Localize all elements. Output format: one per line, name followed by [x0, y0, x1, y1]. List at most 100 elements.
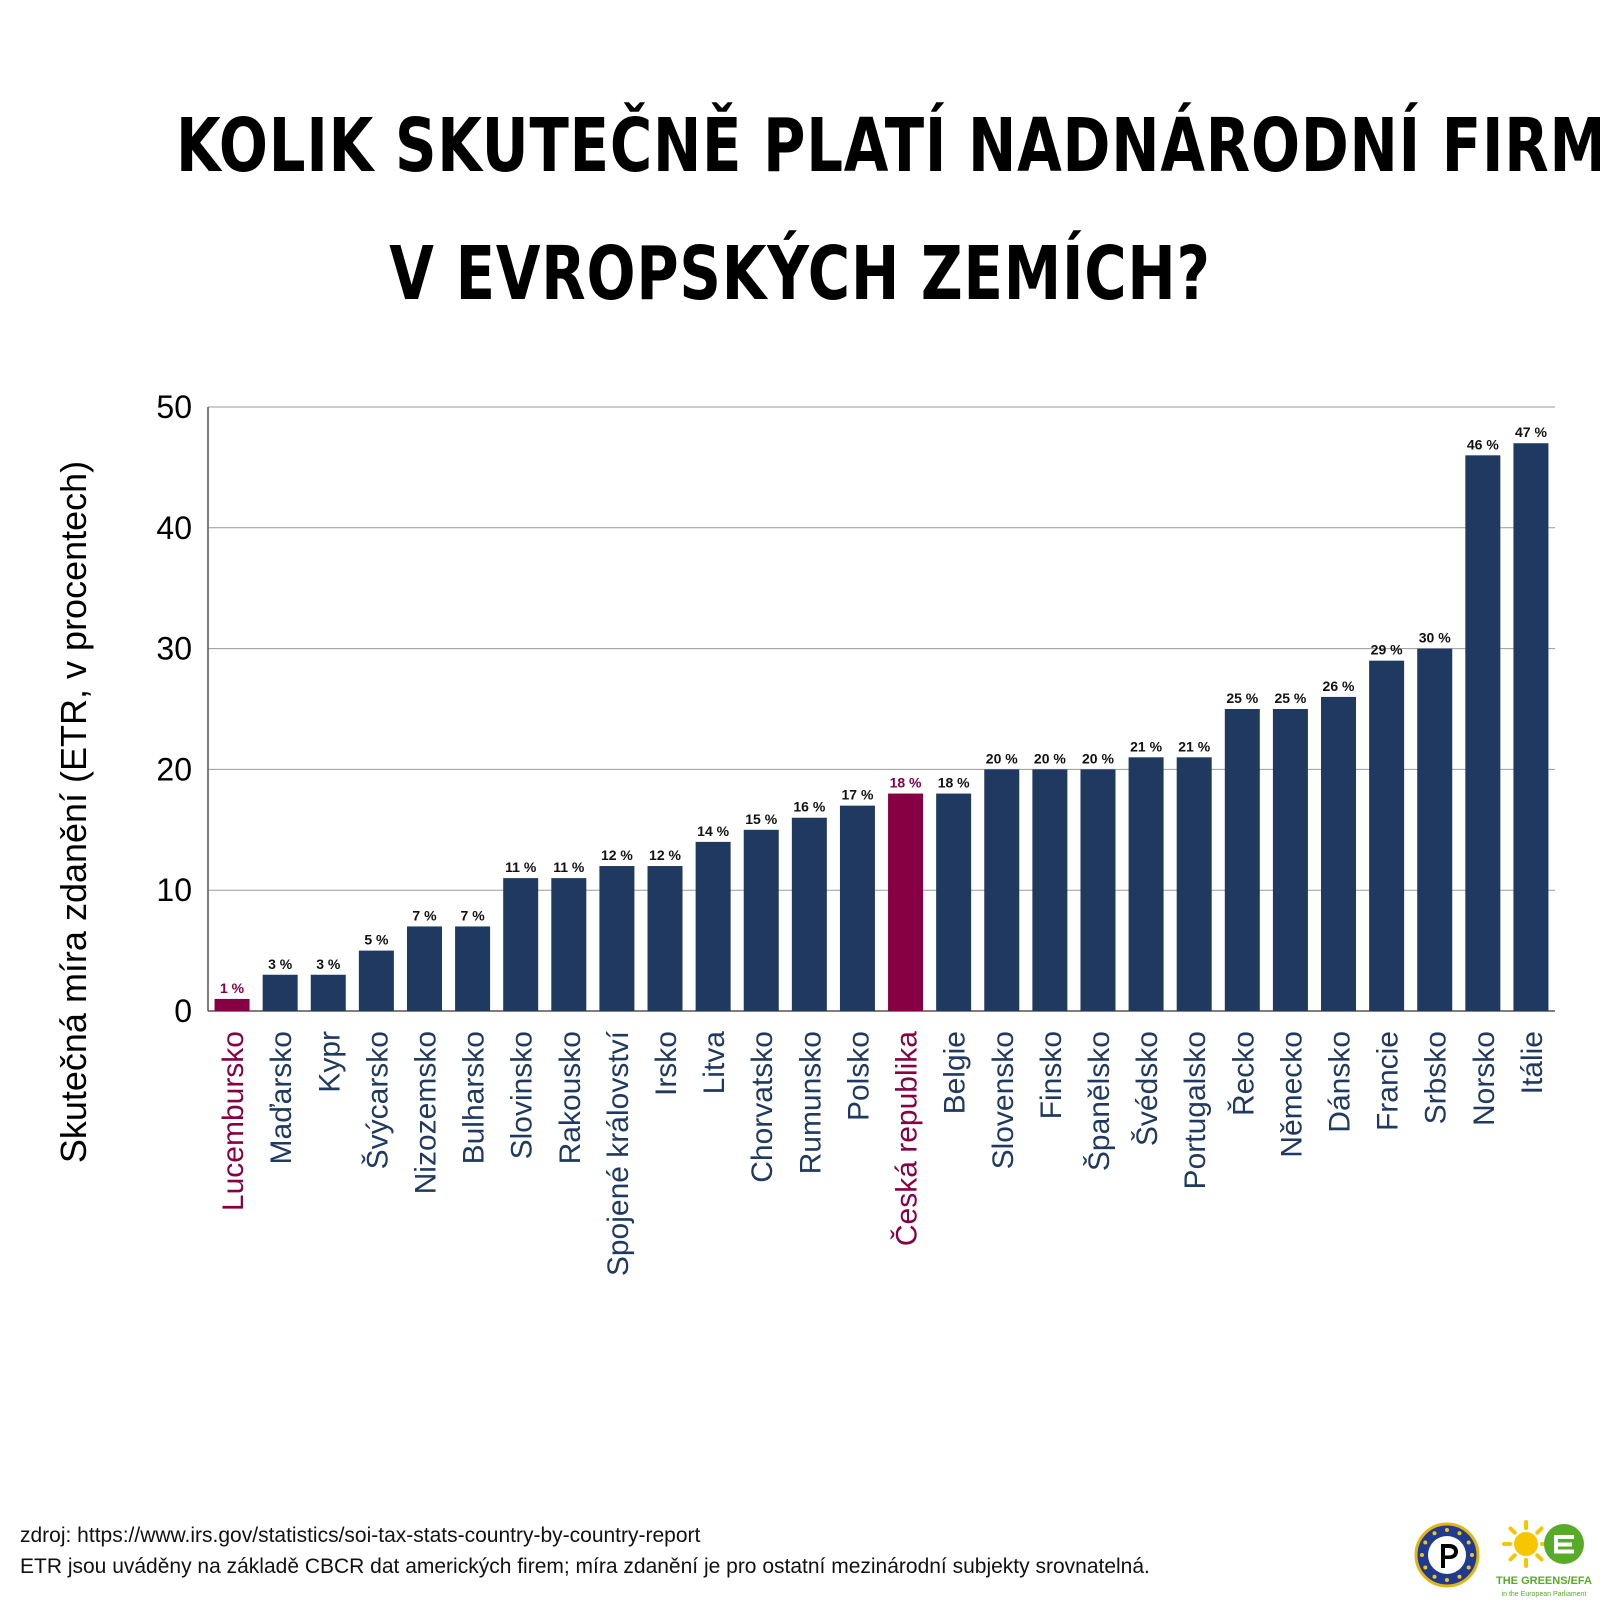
bar-value-label: 29 % [1371, 642, 1403, 658]
y-tick-label: 40 [156, 510, 192, 546]
y-tick-label: 10 [156, 872, 192, 908]
greens-efa-logo-icon: THE GREENS/EFA in the European Parliamen… [1496, 1520, 1592, 1598]
bar [551, 878, 587, 1011]
bar [1369, 660, 1405, 1011]
bar-value-label: 18 % [890, 775, 922, 791]
bar [1032, 769, 1068, 1011]
category-label: Finsko [1035, 1031, 1068, 1119]
category-label: Itálie [1516, 1031, 1549, 1094]
footer: zdroj: https://www.irs.gov/statistics/so… [20, 1520, 1150, 1582]
y-tick-label: 30 [156, 631, 192, 667]
category-label: Belgie [939, 1031, 972, 1114]
bar [1465, 455, 1501, 1011]
bar-value-label: 12 % [601, 847, 633, 863]
category-label: Maďarsko [265, 1031, 298, 1164]
category-label: Rakousko [554, 1031, 587, 1164]
bar [214, 998, 250, 1011]
category-label: Kypr [313, 1031, 346, 1093]
category-label: Nizozemsko [409, 1031, 442, 1194]
category-label: Rumunsko [794, 1031, 827, 1174]
category-label: Španělsko [1082, 1031, 1116, 1171]
chart-title: KOLIK SKUTEČNĚ PLATÍ NADNÁRODNÍ FIRMY V … [176, 82, 1600, 338]
category-label: Litva [698, 1031, 731, 1095]
bar-value-label: 1 % [220, 980, 245, 996]
category-label: Řecko [1227, 1031, 1260, 1116]
title-line-1: KOLIK SKUTEČNĚ PLATÍ NADNÁRODNÍ FIRMY [176, 103, 1600, 189]
greens-logo-subtext: in the European Parliament [1502, 1591, 1587, 1598]
bar-value-label: 47 % [1515, 424, 1547, 440]
source-note: zdroj: https://www.irs.gov/statistics/so… [20, 1524, 701, 1547]
category-label: Švýcarsko [360, 1031, 394, 1169]
bar-value-label: 26 % [1323, 678, 1355, 694]
bar-value-label: 46 % [1467, 436, 1499, 452]
bar-value-label: 20 % [1034, 750, 1066, 766]
bar-value-label: 15 % [745, 811, 777, 827]
bar [1272, 709, 1308, 1011]
category-label: Portugalsko [1179, 1031, 1212, 1189]
bar [647, 866, 683, 1011]
category-label: Spojené království [602, 1030, 635, 1276]
bar-value-label: 11 % [553, 859, 585, 875]
category-label: Německo [1275, 1031, 1308, 1158]
bar-value-label: 20 % [986, 750, 1018, 766]
bar [888, 793, 924, 1011]
bar [1321, 696, 1357, 1011]
y-tick-label: 0 [174, 993, 192, 1029]
category-label: Polsko [842, 1031, 875, 1121]
bar [406, 926, 442, 1011]
bar-value-label: 16 % [793, 799, 825, 815]
category-label: Francie [1372, 1031, 1405, 1131]
bar [743, 829, 779, 1011]
bar-value-label: 5 % [364, 932, 389, 948]
bar-value-label: 11 % [505, 859, 537, 875]
bar [310, 974, 346, 1011]
bar [984, 769, 1020, 1011]
greens-logo-text: THE GREENS/EFA [1496, 1575, 1592, 1587]
bar-value-label: 21 % [1178, 738, 1210, 754]
y-axis-label: Skutečná míra zdanění (ETR, v procentech… [53, 461, 94, 1163]
bar-value-label: 25 % [1226, 690, 1258, 706]
bar [1176, 757, 1212, 1011]
category-label: Švédsko [1130, 1031, 1164, 1146]
y-tick-label: 20 [156, 751, 192, 787]
bar-value-label: 3 % [316, 956, 341, 972]
category-label: Chorvatsko [746, 1031, 779, 1183]
bar-value-label: 25 % [1274, 690, 1306, 706]
bar [455, 926, 491, 1011]
title-line-2: V EVROPSKÝCH ZEMÍCH? [389, 231, 1211, 317]
bar [1128, 757, 1164, 1011]
bar [1080, 769, 1116, 1011]
category-label: Irsko [650, 1031, 683, 1096]
bar-value-label: 17 % [841, 787, 873, 803]
pirate-party-logo-icon [1414, 1522, 1480, 1588]
bar [695, 841, 731, 1011]
bar-chart: 0 10 20 30 40 50 Skutečná míra zdanění (ETR, v… [53, 389, 1555, 1276]
bar-value-label: 3 % [268, 956, 293, 972]
category-label: Slovinsko [506, 1031, 539, 1159]
bar-value-label: 21 % [1130, 738, 1162, 754]
category-label: Lucembursko [217, 1031, 250, 1211]
bar [503, 878, 539, 1011]
bar-value-label: 12 % [649, 847, 681, 863]
category-label: Srbsko [1420, 1031, 1453, 1124]
bar [936, 793, 972, 1011]
category-label: Slovensko [987, 1031, 1020, 1169]
bar-value-label: 18 % [938, 775, 970, 791]
bar [1224, 709, 1260, 1011]
bar [262, 974, 298, 1011]
bar-value-label: 14 % [697, 823, 729, 839]
bar-value-label: 7 % [412, 907, 437, 923]
bar [839, 805, 875, 1011]
bar [1417, 648, 1453, 1011]
bar [358, 950, 394, 1011]
category-label: Česká republika [890, 1031, 924, 1246]
bar-value-label: 20 % [1082, 750, 1114, 766]
bar [791, 817, 827, 1011]
bar-value-label: 7 % [461, 907, 486, 923]
bar [1513, 443, 1549, 1011]
bar-value-label: 30 % [1419, 630, 1451, 646]
category-label: Dánsko [1324, 1031, 1357, 1133]
bar [599, 866, 635, 1011]
category-label: Bulharsko [458, 1031, 491, 1164]
category-label: Norsko [1468, 1031, 1501, 1126]
